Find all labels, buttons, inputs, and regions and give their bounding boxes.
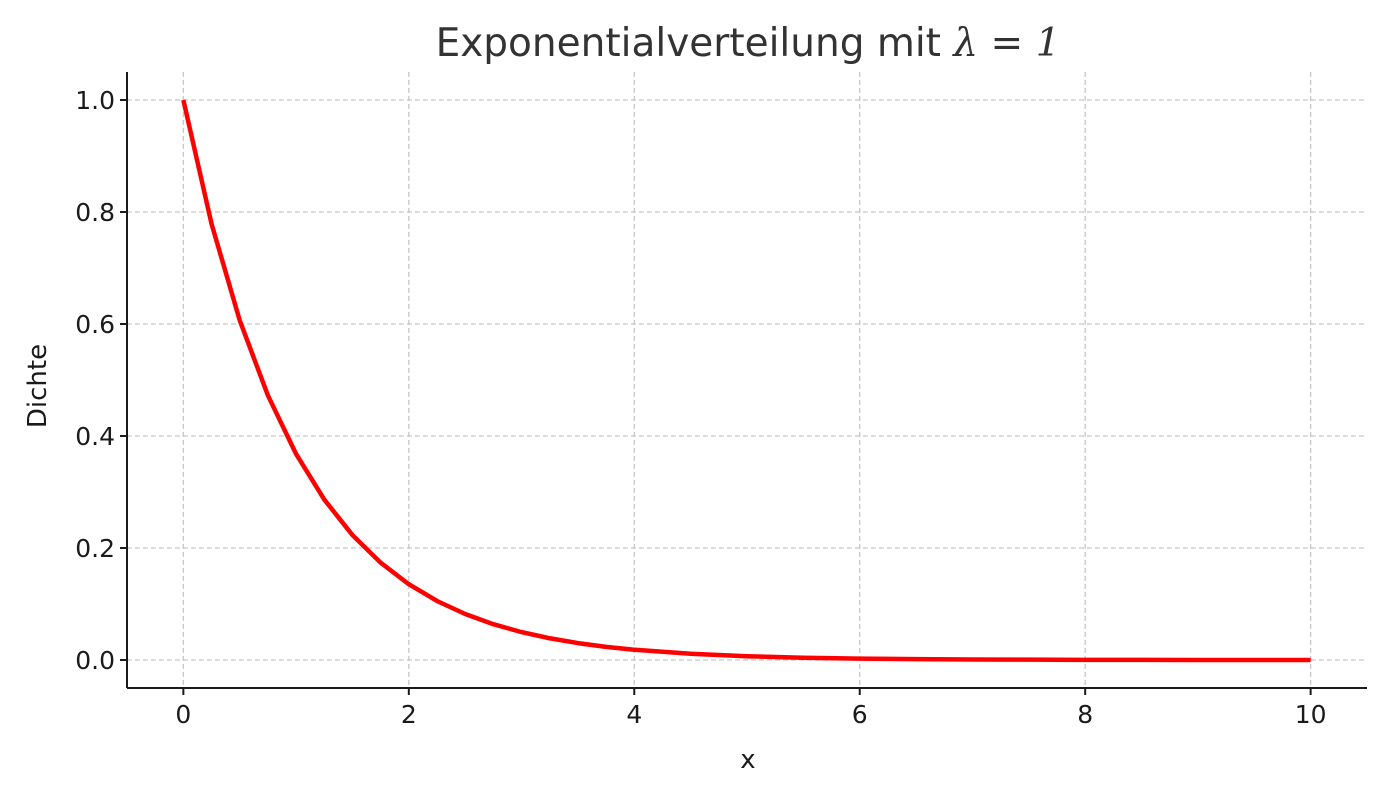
x-axis-label: x [740,745,755,775]
x-tick-label: 10 [1295,700,1327,729]
y-ticks: 0.0 0.2 0.4 0.6 0.8 1.0 [75,86,127,675]
grid [127,72,1367,688]
x-tick-label: 0 [175,700,191,729]
axes [126,72,1367,689]
y-tick-label: 0.8 [75,198,115,227]
y-tick-label: 0.0 [75,646,115,675]
y-tick-label: 0.6 [75,310,115,339]
chart-title: Exponentialverteilung mit λ = 1 [436,21,1061,66]
y-tick-label: 0.4 [75,422,115,451]
y-tick-label: 1.0 [75,86,115,115]
x-ticks: 0 2 4 6 8 10 [175,688,1327,729]
x-tick-label: 4 [626,700,642,729]
x-tick-label: 2 [401,700,417,729]
chart-title-math: λ = 1 [951,21,1060,66]
y-tick-label: 0.2 [75,534,115,563]
x-tick-label: 8 [1077,700,1093,729]
x-tick-label: 6 [852,700,868,729]
density-curve [181,99,1311,663]
chart-title-text: Exponentialverteilung mit [436,21,954,66]
series-group [181,99,1311,663]
y-axis-label: Dichte [23,344,53,428]
